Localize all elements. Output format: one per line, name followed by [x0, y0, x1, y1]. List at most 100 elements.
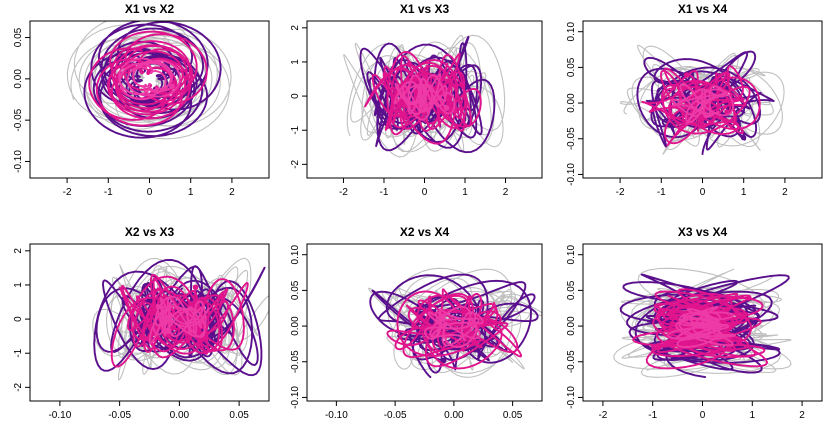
trajectory-magenta-9: [108, 44, 194, 113]
y-tick-label: 1: [13, 282, 24, 288]
trajectories: [343, 34, 506, 158]
trajectory-magenta-8: [386, 288, 523, 370]
y-tick-label: 2: [13, 248, 24, 254]
trajectories: [368, 267, 542, 379]
y-tick-label: 0: [290, 93, 301, 99]
panel-3: X1 vs X4 -2 -1 0 1 2 -0.10 -0.05 0.00 0.05 0.10: [566, 2, 823, 198]
trajectory-magenta-9: [405, 294, 502, 355]
x-tick-label: -1: [104, 187, 113, 198]
x-tick-label: 1: [462, 187, 468, 198]
y-tick-label: 0.10: [290, 245, 301, 265]
start-point-9: [170, 324, 177, 331]
y-tick-label: -0.05: [566, 127, 577, 150]
x-tick-label: 0: [700, 187, 706, 198]
panel-2: X1 vs X3 -2 -1 0 1 2 -2 -1 0 1 2: [290, 2, 543, 198]
start-point-10: [682, 313, 688, 320]
start-point-6: [740, 134, 747, 141]
y-tick-label: 0.00: [566, 93, 577, 113]
y-tick-label: 0.05: [566, 57, 577, 77]
start-point-10: [443, 105, 450, 111]
panel-title: X1 vs X4: [678, 2, 728, 16]
x-tick-label: -2: [616, 187, 625, 198]
panel-4: X2 vs X3 -0.10 -0.05 0.00 0.05 -2 -1 0 1 2: [13, 225, 270, 421]
y-tick-label: -0.05: [13, 108, 24, 131]
x-tick-label: -2: [339, 187, 348, 198]
start-point-8: [406, 61, 412, 68]
x-tick-label: -0.10: [325, 410, 348, 421]
plot-frame: [306, 243, 543, 402]
x-tick-label: 0: [422, 187, 428, 198]
start-point-10: [722, 90, 728, 97]
panel-title: X2 vs X3: [125, 225, 175, 239]
trajectory-pink-10: [393, 72, 456, 121]
x-tick-label: 2: [503, 187, 509, 198]
panel-1: X1 vs X2 -2 -1 0 1 2 -0.10 -0.05 0.00 0.05: [13, 2, 270, 198]
panel-title: X1 vs X2: [125, 2, 175, 16]
y-tick-label: 2: [290, 25, 301, 31]
y-tick-label: 1: [290, 59, 301, 65]
y-tick-label: 0.00: [13, 69, 24, 89]
trajectory-pink-10: [671, 82, 734, 125]
start-point-10: [165, 328, 172, 335]
y-tick-label: 0.05: [566, 280, 577, 300]
y-tick-label: -2: [13, 382, 24, 391]
x-tick-label: 2: [229, 187, 235, 198]
y-tick-label: 0.00: [290, 316, 301, 336]
x-tick-label: 2: [799, 410, 805, 421]
trajectory-pink-10: [148, 295, 210, 344]
start-point-10: [169, 83, 175, 90]
start-point-8: [684, 72, 690, 78]
y-tick-label: 0.00: [566, 316, 577, 336]
y-tick-label: -1: [13, 348, 24, 357]
y-tick-label: -0.10: [566, 163, 577, 186]
panel-title: X1 vs X3: [400, 2, 450, 16]
panel-5: X2 vs X4 -0.10 -0.05 0.00 0.05 -0.10 -0.05 0.00…: [290, 225, 543, 421]
x-tick-label: 0: [700, 410, 706, 421]
plot-frame: [29, 243, 270, 402]
x-tick-label: 1: [750, 410, 756, 421]
y-tick-label: 0.05: [290, 280, 301, 300]
start-point-8: [192, 284, 199, 291]
y-tick-label: -0.10: [13, 150, 24, 173]
y-tick-label: -0.10: [290, 386, 301, 409]
trajectory-pink-10: [118, 57, 181, 101]
panel-title: X3 vs X4: [678, 225, 728, 239]
y-tick-label: -2: [290, 159, 301, 168]
y-tick-label: -0.05: [290, 350, 301, 373]
x-tick-label: -0.05: [108, 410, 131, 421]
start-point-8: [466, 295, 473, 301]
trajectory-pink-10: [423, 305, 484, 348]
y-tick-label: 0.10: [566, 22, 577, 42]
x-tick-label: -0.05: [384, 410, 407, 421]
trajectories: [92, 257, 269, 381]
x-tick-label: 0.05: [503, 410, 523, 421]
x-tick-label: 0.00: [170, 410, 190, 421]
y-tick-label: -0.10: [566, 386, 577, 409]
x-tick-label: 2: [782, 187, 788, 198]
x-tick-label: -1: [657, 187, 666, 198]
x-tick-label: 0.00: [444, 410, 464, 421]
x-tick-label: -1: [380, 187, 389, 198]
y-tick-label: 0.05: [13, 27, 24, 47]
trajectories: [613, 267, 792, 379]
y-tick-label: 0: [13, 316, 24, 322]
start-point-6: [440, 357, 447, 364]
x-tick-label: -2: [63, 187, 72, 198]
x-tick-label: 1: [188, 187, 194, 198]
x-tick-label: -0.10: [48, 410, 71, 421]
panel-title: X2 vs X4: [400, 225, 450, 239]
trajectory-magenta-8: [632, 288, 769, 370]
x-tick-label: 0: [147, 187, 153, 198]
trajectory-pink-10: [666, 305, 737, 348]
x-tick-label: -1: [648, 410, 657, 421]
x-tick-label: 1: [741, 187, 747, 198]
x-tick-label: 0.05: [229, 410, 249, 421]
trajectories: [619, 44, 785, 156]
y-tick-label: 0.10: [566, 245, 577, 265]
start-point-10: [440, 313, 446, 320]
panel-6: X3 vs X4 -2 -1 0 1 2 -0.10 -0.05 0.00 0.05 0.10: [566, 225, 823, 421]
x-tick-label: -2: [598, 410, 607, 421]
y-tick-label: -1: [290, 125, 301, 134]
y-tick-label: -0.05: [566, 350, 577, 373]
